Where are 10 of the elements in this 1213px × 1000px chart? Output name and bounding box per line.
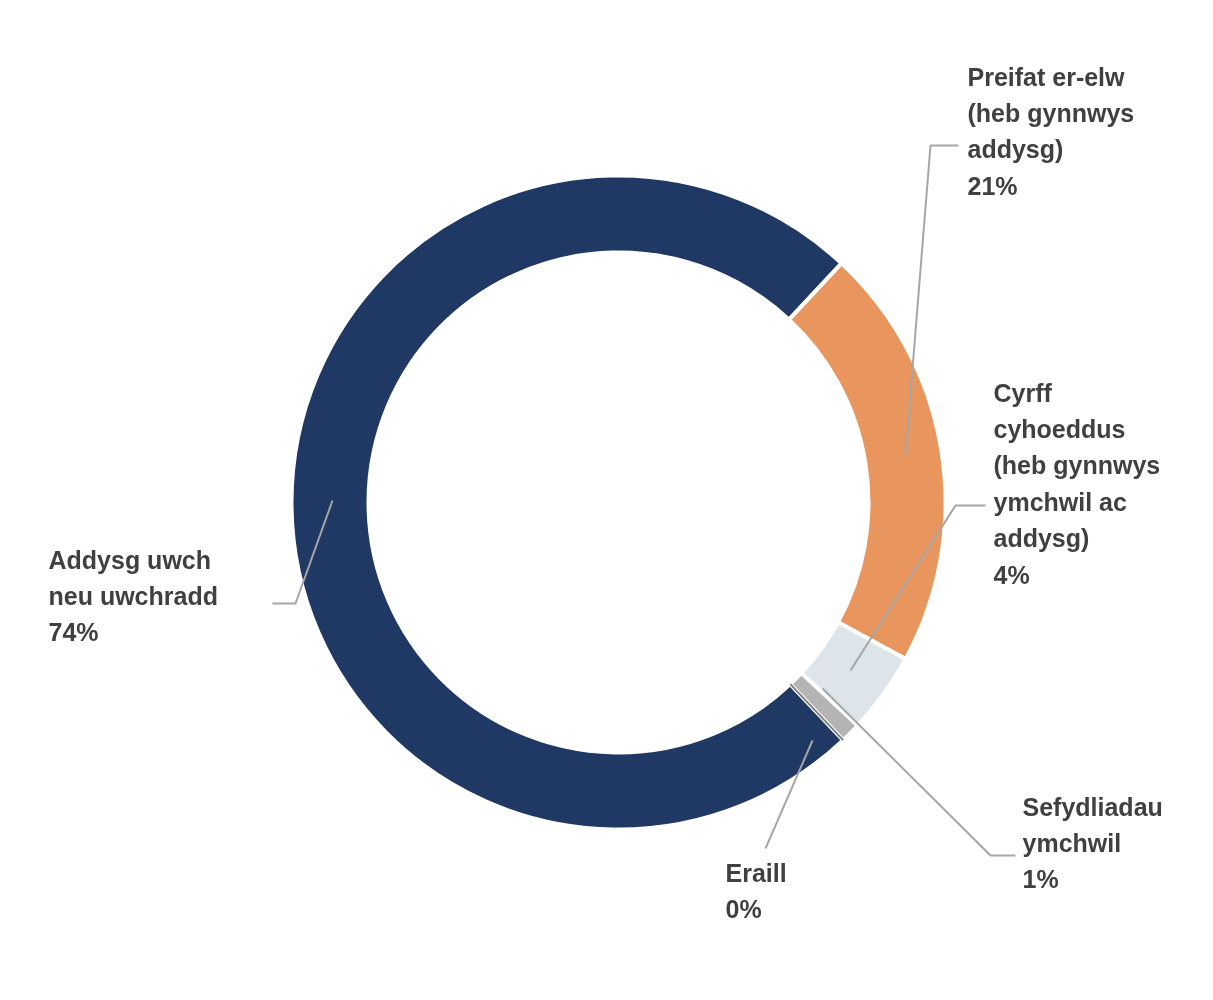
category-label: Eraill: [725, 858, 787, 887]
data-label: 21%: [967, 171, 1018, 200]
text: 0%: [725, 894, 762, 923]
data-label: 1%: [1022, 865, 1059, 894]
slice-label: Preifat er-elw (heb gynnwys addysg): [967, 62, 1135, 164]
slice-label: Sefydliadau ymchwil: [1022, 792, 1163, 857]
data-label: 4%: [993, 560, 1030, 589]
slice-label: Cyrff cyhoeddus (heb gynnwys ymchwil ac addysg): [993, 378, 1161, 553]
data-label: 74%: [48, 618, 99, 647]
slice-label: Addysg uwch neu uwchradd: [48, 545, 218, 610]
